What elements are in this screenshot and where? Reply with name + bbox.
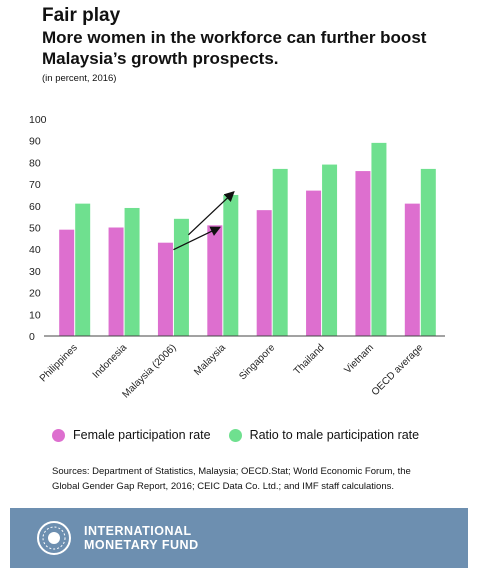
annotation-arrows <box>173 191 235 251</box>
y-tick-label: 0 <box>29 331 35 343</box>
bar-ratio-to-male <box>272 168 288 336</box>
y-tick-label: 80 <box>29 157 41 169</box>
x-tick-label: Malaysia (2006) <box>120 342 178 400</box>
x-tick-label: Thailand <box>292 342 327 377</box>
sources-note: Sources: Department of Statistics, Malay… <box>52 466 411 492</box>
imf-wordmark-line1: INTERNATIONAL <box>84 524 192 538</box>
imf-wordmark: INTERNATIONAL MONETARY FUND <box>84 524 199 552</box>
bar-female-participation <box>404 203 420 336</box>
y-tick-label: 30 <box>29 266 41 278</box>
y-axis: 0 10 20 30 40 50 60 70 80 90 100 <box>29 114 47 343</box>
legend-swatch-ratio <box>228 428 242 442</box>
footer-banner: INTERNATIONAL MONETARY FUND <box>10 508 468 568</box>
y-tick-label: 90 <box>29 136 41 148</box>
bar-female-participation <box>306 190 322 336</box>
bar-female-participation <box>157 242 173 336</box>
annotation-arrow <box>173 226 221 251</box>
legend-label-female: Female participation rate <box>73 428 211 442</box>
x-tick-label: OECD average <box>370 342 426 398</box>
chart-title: Fair play <box>42 5 121 26</box>
y-tick-label: 10 <box>29 309 41 321</box>
bar-ratio-to-male <box>322 164 338 336</box>
bar-female-participation <box>108 227 124 336</box>
y-tick-label: 70 <box>29 179 41 191</box>
bar-female-participation <box>256 210 272 336</box>
x-tick-label: Vietnam <box>342 342 376 376</box>
bar-chart: 0 10 20 30 40 50 60 70 80 90 100 Philippines Indone… <box>29 114 445 400</box>
annotation-arrow <box>187 191 235 236</box>
y-tick-label: 40 <box>29 244 41 256</box>
legend-item-female: Female participation rate <box>52 428 211 442</box>
bar-female-participation <box>59 229 75 336</box>
y-tick-label: 20 <box>29 288 41 300</box>
bar-ratio-to-male <box>223 194 239 336</box>
bar-ratio-to-male <box>173 218 189 336</box>
unit-note: (in percent, 2016) <box>42 73 117 84</box>
legend-item-ratio: Ratio to male participation rate <box>228 428 420 442</box>
imf-wordmark-line2: MONETARY FUND <box>84 538 199 552</box>
y-tick-label: 100 <box>29 114 47 126</box>
y-tick-label: 60 <box>29 201 41 213</box>
x-tick-label: Singapore <box>237 342 277 382</box>
bar-ratio-to-male <box>371 142 387 336</box>
bar-ratio-to-male <box>75 203 91 336</box>
x-tick-label: Indonesia <box>91 342 130 381</box>
x-tick-label: Philippines <box>38 342 80 384</box>
bars <box>59 142 436 336</box>
bar-female-participation <box>355 171 371 336</box>
x-tick-label: Malaysia <box>192 342 228 378</box>
legend-label-ratio: Ratio to male participation rate <box>249 428 420 442</box>
chart-subtitle: More women in the workforce can further … <box>42 28 427 68</box>
bar-female-participation <box>207 225 223 336</box>
legend-swatch-female <box>52 428 65 442</box>
bar-ratio-to-male <box>420 168 436 336</box>
legend: Female participation rate Ratio to male … <box>52 428 437 442</box>
y-tick-label: 50 <box>29 223 41 235</box>
imf-seal-logo <box>37 521 71 555</box>
bar-ratio-to-male <box>124 207 140 336</box>
